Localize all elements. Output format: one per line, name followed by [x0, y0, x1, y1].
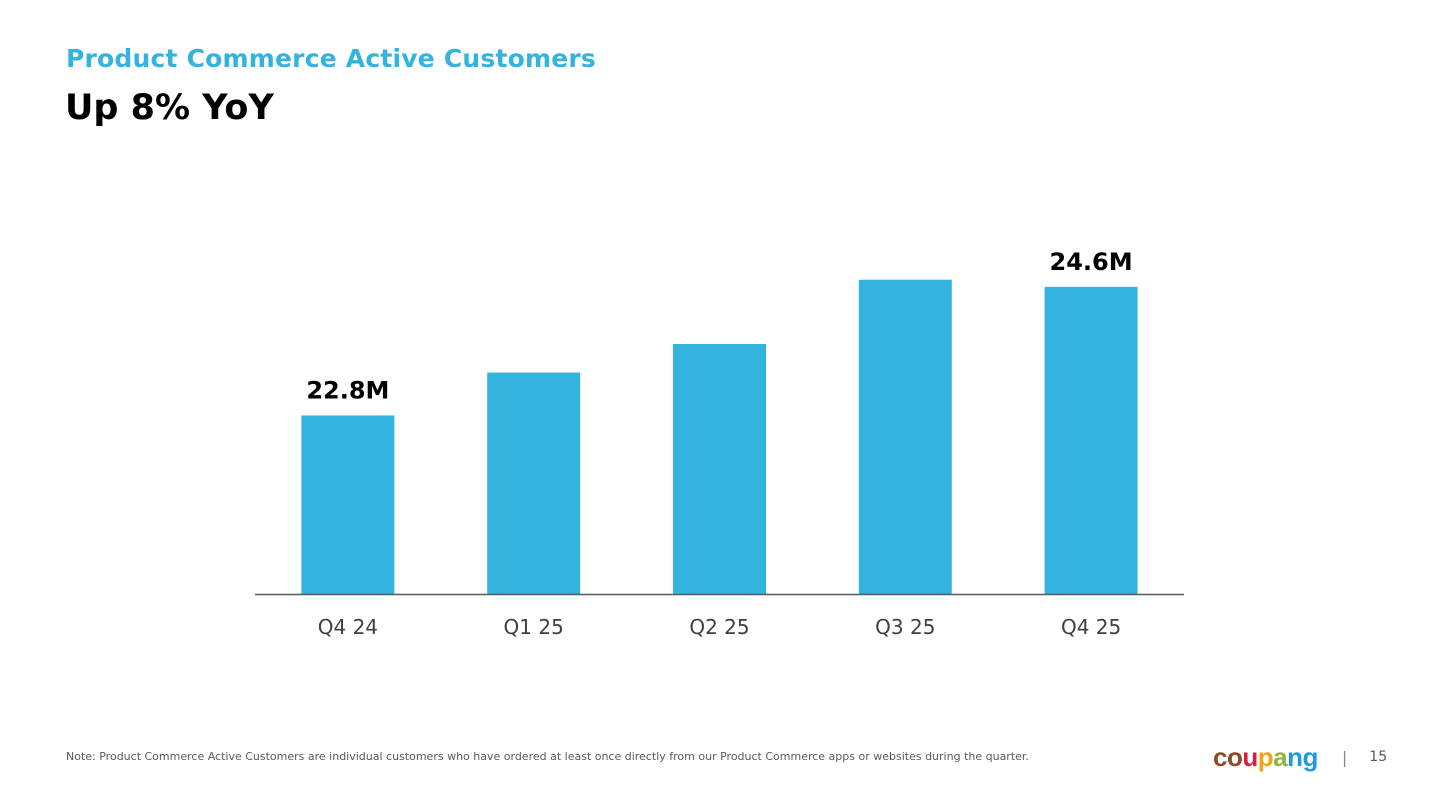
bar: [673, 344, 766, 594]
bar: [858, 279, 952, 594]
data-label: 22.8M: [306, 376, 389, 404]
logo-letter: o: [1226, 742, 1243, 772]
logo-letter: p: [1257, 742, 1274, 772]
data-label: 24.6M: [1050, 248, 1133, 276]
x-tick-label: Q4 25: [1061, 615, 1121, 639]
x-tick-label: Q2 25: [689, 615, 749, 639]
bar: [487, 372, 581, 594]
slide-subtitle: Product Commerce Active Customers: [66, 44, 596, 73]
slide-title: Up 8% YoY: [65, 88, 274, 128]
bar: [301, 415, 395, 594]
logo-letter: g: [1302, 742, 1319, 772]
logo-letter: a: [1273, 742, 1288, 772]
x-tick-label: Q1 25: [504, 615, 564, 639]
logo-letter: c: [1213, 742, 1227, 772]
x-tick-label: Q3 25: [875, 615, 935, 639]
footer-branding: coupang | 15: [1213, 739, 1387, 775]
coupang-logo: coupang: [1213, 744, 1318, 770]
logo-letter: u: [1242, 742, 1258, 772]
footnote: Note: Product Commerce Active Customers …: [66, 750, 1029, 763]
bar: [1044, 286, 1138, 594]
logo-letter: n: [1287, 742, 1303, 772]
x-tick-label: Q4 24: [318, 615, 378, 639]
page-number: 15: [1369, 749, 1388, 765]
footer-separator: |: [1341, 747, 1348, 767]
